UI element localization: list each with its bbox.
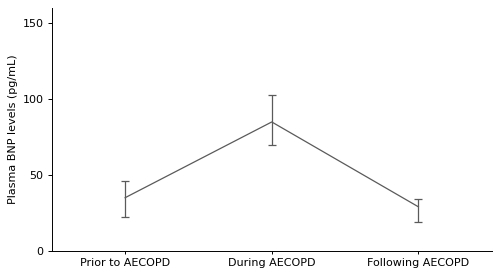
Y-axis label: Plasma BNP levels (pg/mL): Plasma BNP levels (pg/mL) bbox=[8, 55, 18, 204]
